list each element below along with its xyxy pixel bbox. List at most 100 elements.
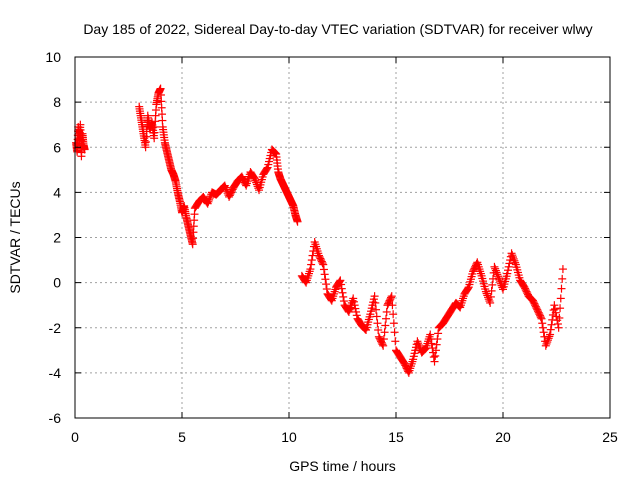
x-tick-label: 20 xyxy=(495,429,511,445)
data-point-interp xyxy=(378,340,387,349)
data-point xyxy=(336,276,345,285)
data-point-interp xyxy=(221,183,230,192)
data-point-interp xyxy=(337,284,346,293)
data-point-interp xyxy=(433,335,442,344)
data-point xyxy=(494,274,503,283)
data-point-interp xyxy=(339,297,348,306)
data-point-interp xyxy=(547,320,556,329)
data-point-interp xyxy=(350,301,359,310)
data-point xyxy=(490,262,499,271)
data-point-interp xyxy=(556,304,565,313)
grid-lines xyxy=(75,57,610,418)
x-tick-label: 15 xyxy=(388,429,404,445)
data-point-interp xyxy=(542,339,551,348)
data-point-interp xyxy=(486,292,495,301)
x-tick-label: 10 xyxy=(281,429,297,445)
data-point-interp xyxy=(558,274,567,283)
data-point xyxy=(481,287,490,296)
data-point-interp xyxy=(271,149,280,158)
data-point-interp xyxy=(205,195,214,204)
data-point-interp xyxy=(429,353,438,362)
data-point-interp xyxy=(434,329,443,338)
data-point-interp xyxy=(495,275,504,284)
data-point-interp xyxy=(491,264,500,273)
data-point-interp xyxy=(321,275,330,284)
data-point-interp xyxy=(361,325,370,334)
data-point xyxy=(546,330,555,339)
data-point-interp xyxy=(489,274,498,283)
data-point-interp xyxy=(414,339,423,348)
data-point-interp xyxy=(322,280,331,289)
data-point-interp xyxy=(380,328,389,337)
data-point-interp xyxy=(372,305,381,314)
data-point-interp xyxy=(543,338,552,347)
data-point-interp xyxy=(538,323,547,332)
data-point-interp xyxy=(544,334,553,343)
data-point xyxy=(558,265,567,274)
data-point-interp xyxy=(505,259,514,268)
data-point-interp xyxy=(389,310,398,319)
data-point-interp xyxy=(372,312,381,321)
data-point-interp xyxy=(337,280,346,289)
data-point xyxy=(503,269,512,278)
data-point xyxy=(426,330,435,339)
data-point xyxy=(80,145,89,154)
data-point-interp xyxy=(205,194,214,203)
data-point-interp xyxy=(538,319,547,328)
data-point-interp xyxy=(508,251,517,260)
data-point-interp xyxy=(485,297,494,306)
data-point xyxy=(250,174,259,183)
data-point-interp xyxy=(389,319,398,328)
data-point-interp xyxy=(204,197,213,206)
y-tick-label: 0 xyxy=(53,275,61,291)
data-point xyxy=(319,260,328,269)
data-point-interp xyxy=(509,254,518,263)
data-point-interp xyxy=(555,313,564,322)
data-point-interp xyxy=(415,342,424,351)
data-point xyxy=(203,199,212,208)
data-point-interp xyxy=(349,297,358,306)
y-tick-label: -2 xyxy=(49,320,62,336)
data-point-interp xyxy=(551,304,560,313)
data-point-interp xyxy=(543,336,552,345)
data-point-interp xyxy=(556,294,565,303)
data-point-interp xyxy=(493,270,502,279)
data-point-interp xyxy=(494,272,503,281)
axis-ticks xyxy=(74,56,611,419)
data-point-interp xyxy=(270,148,279,157)
data-point xyxy=(550,301,559,310)
data-point-interp xyxy=(322,285,331,294)
x-tick-label: 5 xyxy=(178,429,186,445)
data-point-interp xyxy=(382,307,391,316)
data-point-interp xyxy=(510,256,519,265)
data-point-interp xyxy=(387,293,396,302)
data-point-interp xyxy=(338,288,347,297)
tick-labels: 0 5 10 15 20 25 -6 -4 -2 0 2 4 6 8 10 xyxy=(45,49,618,445)
data-point xyxy=(507,249,516,258)
y-tick-label: 2 xyxy=(53,230,61,246)
data-point-interp xyxy=(427,339,436,348)
data-point-interp xyxy=(320,270,329,279)
x-axis-title: GPS time / hours xyxy=(289,458,396,474)
y-tick-label: 10 xyxy=(45,49,61,65)
data-point xyxy=(537,314,546,323)
data-point-interp xyxy=(307,256,316,265)
data-point-interp xyxy=(431,351,440,360)
chart-title: Day 185 of 2022, Sidereal Day-to-day VTE… xyxy=(83,21,592,37)
data-series xyxy=(72,84,567,377)
data-point xyxy=(554,323,563,332)
data-point-interp xyxy=(491,266,500,275)
data-point-interp xyxy=(307,260,316,269)
data-point-interp xyxy=(503,266,512,275)
y-axis-title: SDTVAR / TECUs xyxy=(7,181,23,293)
data-point-interp xyxy=(511,258,520,267)
data-point-interp xyxy=(381,321,390,330)
data-point-interp xyxy=(318,259,327,268)
data-point-interp xyxy=(339,292,348,301)
data-point-interp xyxy=(319,265,328,274)
x-tick-label: 0 xyxy=(71,429,79,445)
data-point-interp xyxy=(388,301,397,310)
data-point-interp xyxy=(557,284,566,293)
x-tick-label: 25 xyxy=(602,429,618,445)
